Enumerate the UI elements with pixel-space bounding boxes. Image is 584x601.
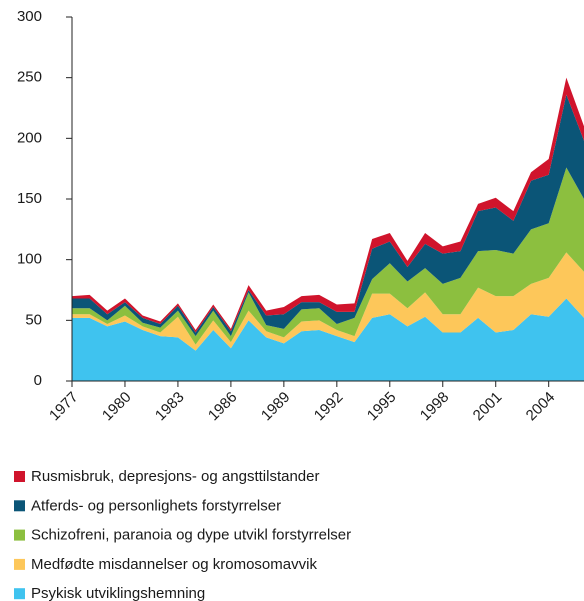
legend-label: Rusmisbruk, depresjons- og angsttilstand… bbox=[31, 468, 319, 485]
y-tick-label: 0 bbox=[34, 372, 42, 389]
y-tick-label: 50 bbox=[25, 311, 42, 328]
x-tick-label: 1998 bbox=[417, 389, 453, 425]
area bbox=[72, 167, 584, 345]
y-tick-label: 150 bbox=[17, 190, 42, 207]
legend-label: Schizofreni, paranoia og dype utvikl for… bbox=[31, 527, 351, 544]
legend-label: Atferds- og personlighets forstyrrelser bbox=[31, 497, 281, 514]
y-tick-label: 300 bbox=[17, 8, 42, 25]
legend-swatch bbox=[14, 471, 25, 482]
legend-swatch bbox=[14, 529, 25, 541]
x-tick-label: 1983 bbox=[152, 389, 188, 425]
x-tick-label: 1977 bbox=[46, 389, 82, 425]
legend-label: Psykisk utviklingshemning bbox=[31, 585, 205, 601]
y-tick-label: 200 bbox=[17, 129, 42, 146]
area bbox=[72, 77, 584, 333]
legend-label: Medfødte misdannelser og kromosomavvik bbox=[31, 556, 317, 573]
y-tick-label: 100 bbox=[17, 251, 42, 268]
x-tick-label: 2001 bbox=[470, 389, 506, 425]
x-tick-label: 1986 bbox=[205, 389, 241, 425]
legend-swatch bbox=[14, 558, 25, 570]
area bbox=[72, 298, 584, 381]
area bbox=[72, 94, 584, 337]
legend-swatch bbox=[14, 588, 25, 600]
area bbox=[72, 252, 584, 351]
y-tick-label: 250 bbox=[17, 69, 42, 86]
x-tick-label: 1989 bbox=[258, 389, 294, 425]
x-tick-label: 1980 bbox=[99, 389, 135, 425]
x-tick-label: 2004 bbox=[523, 389, 559, 425]
x-tick-label: 1992 bbox=[311, 389, 347, 425]
legend-swatch bbox=[14, 500, 25, 512]
x-tick-label: 1995 bbox=[364, 389, 400, 425]
